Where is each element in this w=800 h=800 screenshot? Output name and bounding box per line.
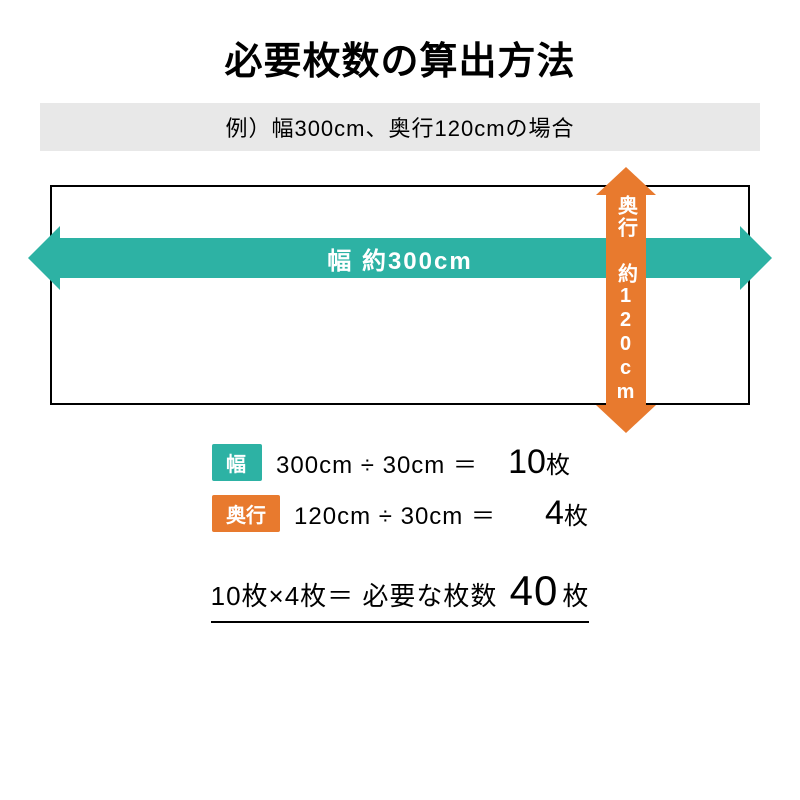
depth-arrow-label: 奥行 約120cm: [612, 195, 641, 405]
final-lhs: 10枚×4枚＝ 必要な枚数: [211, 581, 498, 611]
depth-result-unit: 枚: [564, 503, 588, 530]
calc-row-width: 幅 300cm ÷ 30cm ＝ 10枚: [212, 443, 588, 482]
arrow-head-right-icon: [740, 226, 772, 290]
calc-row-depth: 奥行 120cm ÷ 30cm ＝ 4枚: [212, 494, 588, 533]
arrow-head-up-icon: [596, 167, 656, 195]
width-result-unit: 枚: [546, 452, 570, 479]
width-expression: 300cm ÷ 30cm ＝: [276, 445, 478, 480]
calculation-rows: 幅 300cm ÷ 30cm ＝ 10枚 奥行 120cm ÷ 30cm ＝ 4…: [212, 443, 588, 533]
page-title: 必要枚数の算出方法: [224, 30, 575, 85]
arrow-head-down-icon: [596, 405, 656, 433]
depth-result-number: 4: [510, 494, 564, 533]
final-number: 40: [506, 567, 563, 614]
depth-tag: 奥行: [212, 495, 280, 532]
width-arrow: 幅 約300cm: [28, 231, 772, 285]
depth-arrow-bar: 奥行 約120cm: [606, 195, 646, 405]
final-result-line: 10枚×4枚＝ 必要な枚数 40枚: [211, 567, 590, 623]
width-arrow-label: 幅 約300cm: [327, 241, 472, 276]
final-unit: 枚: [562, 581, 589, 611]
arrow-head-left-icon: [28, 226, 60, 290]
depth-expression: 120cm ÷ 30cm ＝: [294, 496, 496, 531]
dimension-diagram: 幅 約300cm 奥行 約120cm: [50, 185, 750, 405]
depth-arrow: 奥行 約120cm: [600, 167, 652, 423]
width-tag: 幅: [212, 444, 262, 481]
width-result-number: 10: [492, 443, 546, 482]
example-case-bar: 例）幅300cm、奥行120cmの場合: [40, 103, 760, 151]
